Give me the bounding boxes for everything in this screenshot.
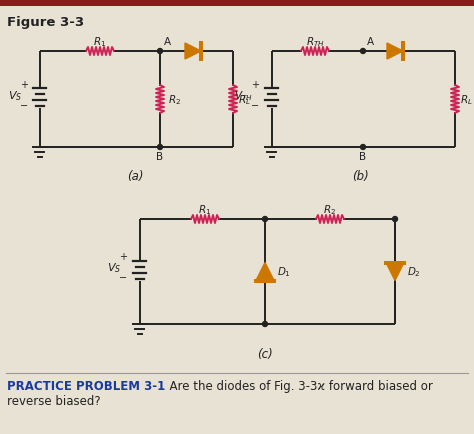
Text: $R_L$: $R_L$	[238, 93, 251, 107]
Text: Figure 3-3: Figure 3-3	[7, 16, 84, 29]
Text: $R_L$: $R_L$	[460, 93, 473, 107]
Circle shape	[157, 49, 163, 54]
Text: −: −	[251, 101, 259, 111]
Text: Are the diodes of Fig. 3-3ϰ forward biased or: Are the diodes of Fig. 3-3ϰ forward bias…	[162, 379, 433, 392]
Text: (b): (b)	[352, 170, 368, 183]
Text: A: A	[367, 37, 374, 47]
Polygon shape	[386, 263, 404, 281]
Text: B: B	[156, 151, 164, 161]
Circle shape	[361, 145, 365, 150]
Text: (c): (c)	[257, 347, 273, 360]
Text: +: +	[119, 252, 127, 262]
Circle shape	[392, 217, 398, 222]
Text: $R_{TH}$: $R_{TH}$	[306, 35, 325, 49]
Text: +: +	[251, 80, 259, 90]
Polygon shape	[387, 44, 403, 60]
Circle shape	[157, 145, 163, 150]
Text: B: B	[359, 151, 366, 161]
Text: $V_{TH}$: $V_{TH}$	[234, 89, 253, 103]
Text: $V_S$: $V_S$	[8, 89, 22, 103]
Text: PRACTICE PROBLEM 3-1: PRACTICE PROBLEM 3-1	[7, 379, 165, 392]
Text: (a): (a)	[127, 170, 143, 183]
Text: $R_1$: $R_1$	[199, 203, 211, 217]
Circle shape	[361, 49, 365, 54]
Text: $V_S$: $V_S$	[107, 261, 121, 275]
Text: $D_2$: $D_2$	[407, 265, 421, 279]
Text: −: −	[20, 101, 28, 111]
Text: $R_2$: $R_2$	[323, 203, 337, 217]
Text: $R_1$: $R_1$	[93, 35, 107, 49]
Text: A: A	[164, 37, 171, 47]
Polygon shape	[256, 263, 274, 281]
Text: $D_1$: $D_1$	[277, 265, 291, 279]
Polygon shape	[185, 44, 201, 60]
Text: $R_2$: $R_2$	[168, 93, 181, 107]
Text: −: −	[119, 273, 127, 283]
Circle shape	[263, 322, 267, 327]
Bar	[0, 0, 474, 7]
Text: reverse biased?: reverse biased?	[7, 394, 100, 407]
Text: +: +	[20, 80, 28, 90]
Circle shape	[263, 217, 267, 222]
